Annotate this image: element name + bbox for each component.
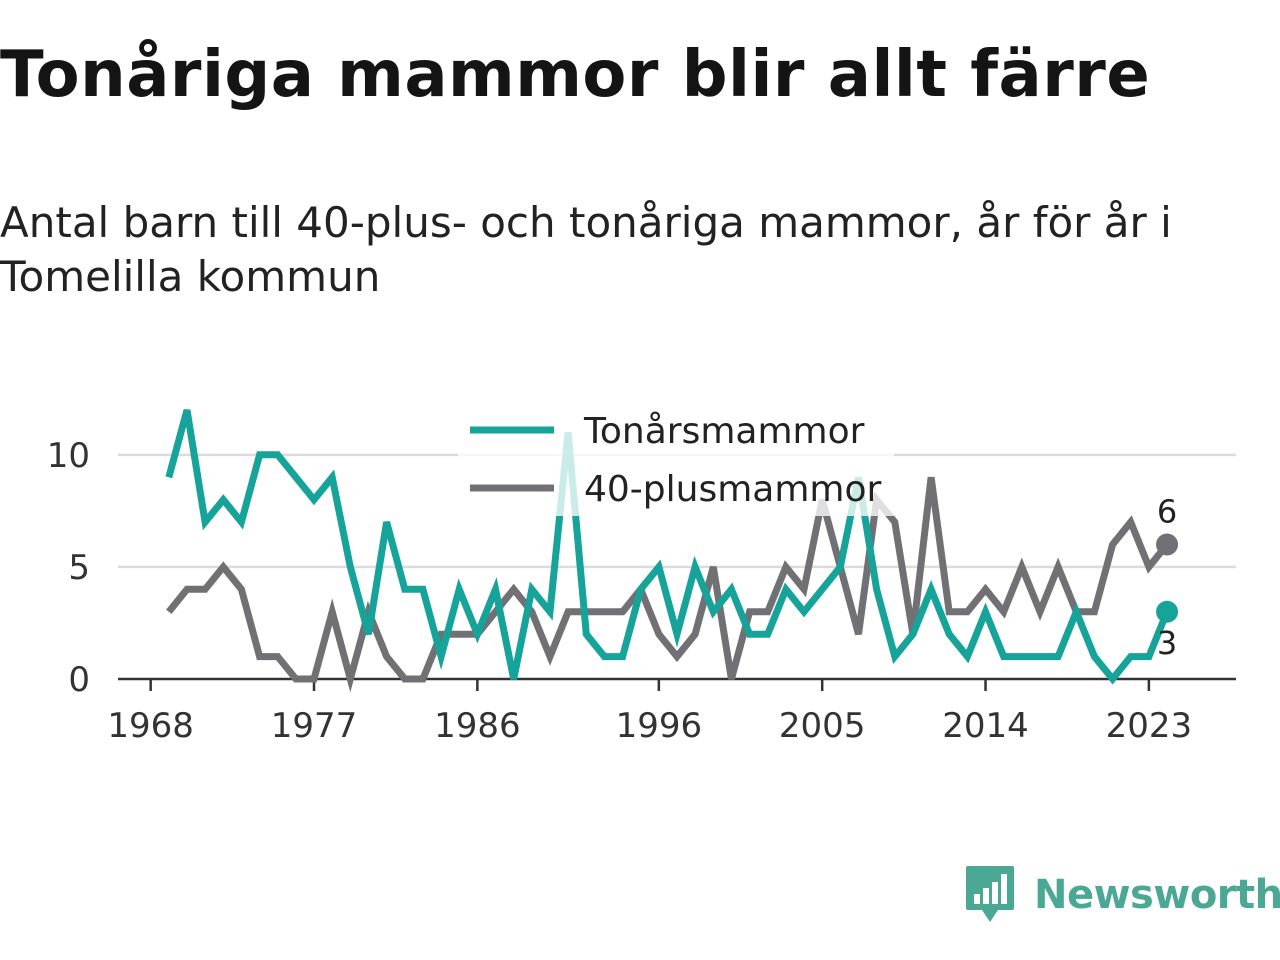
legend-label: 40-plusmammor [584, 469, 882, 510]
x-tick-label: 2005 [779, 706, 866, 746]
x-tick-label: 1996 [616, 706, 703, 746]
end-point-marker [1156, 600, 1179, 623]
end-value-label: 3 [1157, 624, 1177, 662]
brand-name: Newsworthy [1034, 872, 1280, 918]
legend-label: Tonårsmammor [583, 411, 865, 452]
x-tick-label: 2014 [942, 706, 1029, 746]
chart-title: Tonåriga mammor blir allt färre [0, 38, 1151, 112]
legend: Tonårsmammor 40-plusmammor [458, 402, 894, 516]
y-tick-label: 10 [47, 436, 90, 476]
x-tick-label: 1968 [107, 706, 194, 746]
x-tick-label: 1977 [271, 706, 358, 746]
legend-background [458, 402, 894, 516]
x-tick-label: 2023 [1106, 706, 1193, 746]
x-tick-label: 1986 [434, 706, 521, 746]
brand-logo: Newsworthy [964, 864, 1280, 926]
series-line-tonarsmammor [165, 409, 1171, 685]
series-line-40-plusmammor [166, 476, 1170, 693]
y-tick-label: 5 [68, 548, 90, 588]
end-value-label: 6 [1157, 493, 1177, 531]
y-tick-label: 0 [68, 660, 90, 700]
bar-chart-badge-icon [966, 866, 1014, 922]
series-group [165, 409, 1171, 693]
x-axis-ticks: 1968 1977 1986 1996 2005 2014 2023 [107, 679, 1192, 746]
y-axis-ticks: 0 5 10 [47, 436, 90, 700]
chart-subtitle: Antal barn till 40-plus- och tonåriga ma… [0, 198, 1172, 301]
end-point-marker [1156, 533, 1179, 556]
end-markers: 36 [1156, 493, 1179, 662]
